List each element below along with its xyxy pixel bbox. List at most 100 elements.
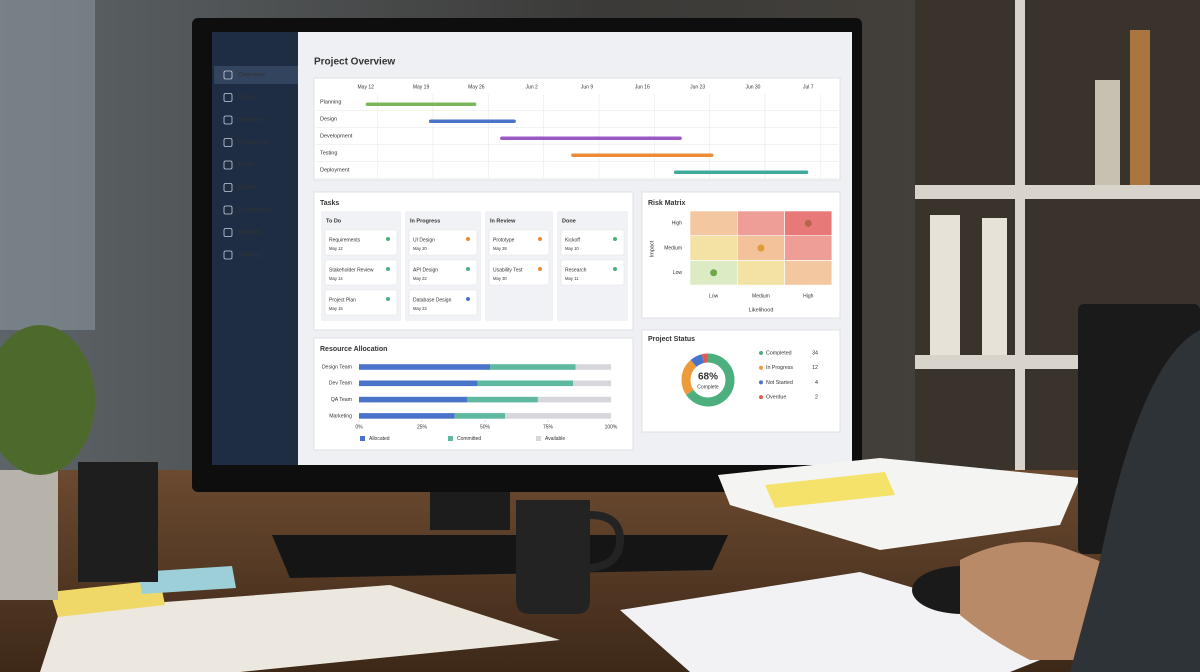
y-tick-label: Low <box>673 270 683 276</box>
legend-label: Not Started <box>766 380 793 386</box>
task-card[interactable] <box>324 289 398 316</box>
nav-item[interactable]: Issues <box>238 184 258 191</box>
status-dot <box>386 267 390 271</box>
gantt-bar <box>500 136 682 140</box>
legend-count: 12 <box>812 365 818 371</box>
resource-bar <box>477 380 574 387</box>
axis-label: Likelihood <box>749 307 774 313</box>
card-date: May 22 <box>413 276 427 281</box>
panel-title: Resource Allocation <box>320 346 387 353</box>
risk-cell <box>784 260 833 286</box>
resource-bar <box>537 396 611 403</box>
legend-label: In Progress <box>766 365 793 371</box>
x-tick-label: 100% <box>605 424 618 430</box>
legend-label: Available <box>545 436 565 442</box>
gantt-bar <box>673 170 809 174</box>
y-tick-label: Design Team <box>322 364 352 370</box>
card-date: May 15 <box>329 306 343 311</box>
legend-dot <box>759 395 763 400</box>
x-tick-label: 0% <box>355 424 363 430</box>
x-tick-label: May 12 <box>358 84 375 90</box>
legend-count: 34 <box>812 350 818 356</box>
nav-item[interactable]: Resources <box>238 139 270 146</box>
card-date: May 11 <box>565 276 579 281</box>
legend-swatch <box>536 436 541 441</box>
x-tick-label: Jun 16 <box>635 84 650 90</box>
x-tick-label: Jun 2 <box>526 84 538 90</box>
x-tick-label: Jun 9 <box>581 84 593 90</box>
status-dot <box>613 237 617 241</box>
nav-item[interactable]: Risks <box>238 162 255 169</box>
task-card[interactable] <box>488 259 550 286</box>
legend-count: 2 <box>815 395 818 401</box>
resource-bar <box>573 380 611 387</box>
nav-icon <box>223 160 233 170</box>
status-panel <box>641 329 841 433</box>
legend-label: Overdue <box>766 395 786 401</box>
legend-dot <box>759 365 763 370</box>
risk-cell <box>784 235 833 261</box>
x-tick-label: 25% <box>417 424 428 430</box>
resource-bar <box>467 396 538 403</box>
donut-segment <box>681 353 735 407</box>
status-dot <box>466 267 470 271</box>
panel-title: Project Status <box>648 336 695 343</box>
gantt-bar <box>428 119 516 123</box>
nav-item[interactable]: Overview <box>238 72 265 79</box>
task-card[interactable] <box>408 289 478 316</box>
nav-icon <box>223 250 233 260</box>
card-title: UI Design <box>413 237 435 243</box>
shelf <box>915 185 1200 199</box>
y-tick-label: Medium <box>664 245 682 251</box>
task-card[interactable] <box>560 259 625 286</box>
risk-cell <box>689 235 738 261</box>
nav-icon <box>223 228 233 237</box>
task-card[interactable] <box>488 229 550 256</box>
nav-item[interactable]: Timeline <box>238 117 263 124</box>
column-title: To Do <box>326 218 342 224</box>
gantt-bar <box>571 153 714 157</box>
mug-handle <box>589 511 625 572</box>
x-tick-label: Jun 30 <box>745 84 760 90</box>
card-date: May 14 <box>329 276 343 281</box>
task-label: Design <box>320 116 337 122</box>
card-date: May 20 <box>413 246 427 251</box>
nav-icon <box>223 93 233 102</box>
task-card[interactable] <box>560 229 625 256</box>
nav-item[interactable]: Settings <box>238 252 262 259</box>
status-dot <box>466 237 470 241</box>
card-title: Usability Test <box>493 267 523 273</box>
task-label: Deployment <box>320 167 350 173</box>
risk-point <box>757 244 765 252</box>
nav-item[interactable]: Reports <box>238 229 262 236</box>
window <box>0 0 95 330</box>
sticky-pad <box>138 566 236 594</box>
column-title: Done <box>562 218 576 224</box>
task-label: Development <box>320 133 353 139</box>
task-card[interactable] <box>408 259 478 286</box>
x-tick-label: High <box>803 293 814 299</box>
plant-pot <box>0 470 58 600</box>
sticky-note <box>765 472 895 508</box>
resource-bar <box>505 413 611 419</box>
panel-title: Risk Matrix <box>648 200 685 207</box>
resource-bar <box>490 364 576 370</box>
nav-item[interactable]: Documents <box>238 207 272 214</box>
task-card[interactable] <box>324 229 398 256</box>
y-tick-label: Dev Team <box>329 381 352 387</box>
task-card[interactable] <box>324 259 398 286</box>
legend-dot <box>759 380 763 385</box>
sidebar <box>212 32 298 465</box>
plant <box>0 325 95 475</box>
task-card[interactable] <box>408 229 478 256</box>
x-tick-label: Medium <box>752 293 770 299</box>
sticky-pad <box>50 580 165 617</box>
status-dot <box>538 237 542 241</box>
y-tick-label: Marketing <box>329 413 352 419</box>
card-date: May 10 <box>565 246 579 251</box>
nav-item[interactable]: Tasks <box>238 94 255 101</box>
resource-bar <box>359 364 491 370</box>
status-dot <box>386 237 390 241</box>
donut-segment <box>681 353 735 407</box>
